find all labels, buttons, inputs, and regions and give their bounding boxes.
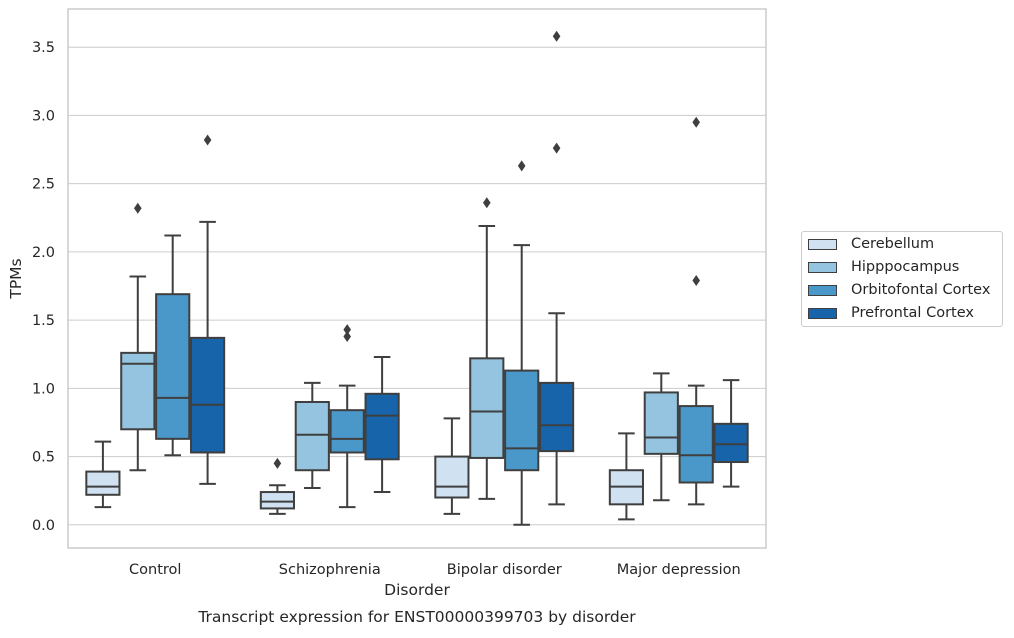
y-tick-label: 0.5	[32, 450, 55, 466]
x-tick-label-schizophrenia: Schizophrenia	[279, 562, 381, 578]
legend-label-hippocampus: Hipppocampus	[851, 259, 960, 275]
y-tick-label: 2.5	[32, 177, 55, 193]
legend-item-cerebellum: Cerebellum	[808, 235, 934, 253]
box-hipppocampus-control	[120, 351, 156, 431]
outlier-cerebellum-schizophrenia	[273, 457, 282, 469]
box-hipppocampus-schizophrenia	[294, 400, 330, 472]
figure-caption: Transcript expression for ENST0000039970…	[197, 608, 636, 626]
y-tick-label: 1.0	[32, 381, 55, 397]
outlier-orbitofontal-cortex-bipolar-disorder	[517, 160, 526, 172]
box-orbitofontal-cortex-schizophrenia	[329, 409, 365, 454]
outlier-orbitofontal-cortex-schizophrenia	[343, 330, 351, 342]
box-prefrontal-cortex-control	[190, 336, 226, 454]
y-tick-label: 3.5	[32, 40, 55, 56]
outlier-prefrontal-cortex-bipolar-disorder	[552, 30, 561, 42]
legend-swatch-cerebellum	[808, 238, 837, 250]
x-tick-label-major-depression: Major depression	[617, 562, 741, 578]
box-cerebellum-bipolar-disorder	[434, 455, 470, 499]
box-orbitofontal-cortex-major-depression	[678, 405, 714, 484]
chart-legend: Cerebellum Hipppocampus Orbitofontal Cor…	[801, 231, 1003, 327]
legend-swatch-prefrontal	[808, 307, 837, 319]
box-orbitofontal-cortex-control	[155, 293, 191, 440]
legend-label-orbitofrontal: Orbitofontal Cortex	[851, 282, 991, 298]
box-orbitofontal-cortex-bipolar-disorder	[504, 369, 540, 472]
y-tick-label: 0.0	[32, 518, 55, 534]
box-hipppocampus-major-depression	[643, 391, 679, 455]
x-tick-label-control: Control	[129, 562, 181, 578]
outlier-orbitofontal-cortex-schizophrenia	[343, 324, 351, 336]
y-tick-label: 2.0	[32, 245, 55, 261]
x-axis-label: Disorder	[384, 581, 450, 599]
box-cerebellum-control	[85, 470, 121, 496]
outlier-prefrontal-cortex-bipolar-disorder	[552, 142, 561, 154]
outlier-hipppocampus-control	[134, 202, 142, 214]
outlier-hipppocampus-bipolar-disorder	[483, 197, 491, 209]
box-prefrontal-cortex-schizophrenia	[364, 392, 400, 461]
y-tick-label: 1.5	[32, 313, 55, 329]
plot-area	[68, 9, 766, 548]
y-tick-label: 3.0	[32, 108, 55, 124]
legend-label-cerebellum: Cerebellum	[851, 236, 935, 252]
legend-label-prefrontal: Prefrontal Cortex	[851, 305, 974, 321]
legend-item-orbitofrontal: Orbitofontal Cortex	[808, 281, 990, 299]
box-prefrontal-cortex-bipolar-disorder	[539, 381, 575, 453]
legend-item-prefrontal: Prefrontal Cortex	[808, 304, 974, 322]
box-cerebellum-schizophrenia	[259, 491, 295, 510]
outlier-prefrontal-cortex-control	[203, 134, 212, 146]
box-prefrontal-cortex-major-depression	[713, 422, 749, 464]
box-hipppocampus-bipolar-disorder	[469, 357, 505, 459]
legend-swatch-hippocampus	[808, 261, 837, 273]
outlier-orbitofontal-cortex-major-depression	[692, 275, 700, 287]
y-axis-label: TPMs	[7, 258, 25, 299]
legend-swatch-orbitofrontal	[808, 284, 837, 296]
plot-frame	[67, 8, 767, 549]
outlier-orbitofontal-cortex-major-depression	[692, 116, 700, 128]
legend-item-hippocampus: Hipppocampus	[808, 258, 959, 276]
x-tick-label-bipolar-disorder: Bipolar disorder	[447, 562, 562, 578]
